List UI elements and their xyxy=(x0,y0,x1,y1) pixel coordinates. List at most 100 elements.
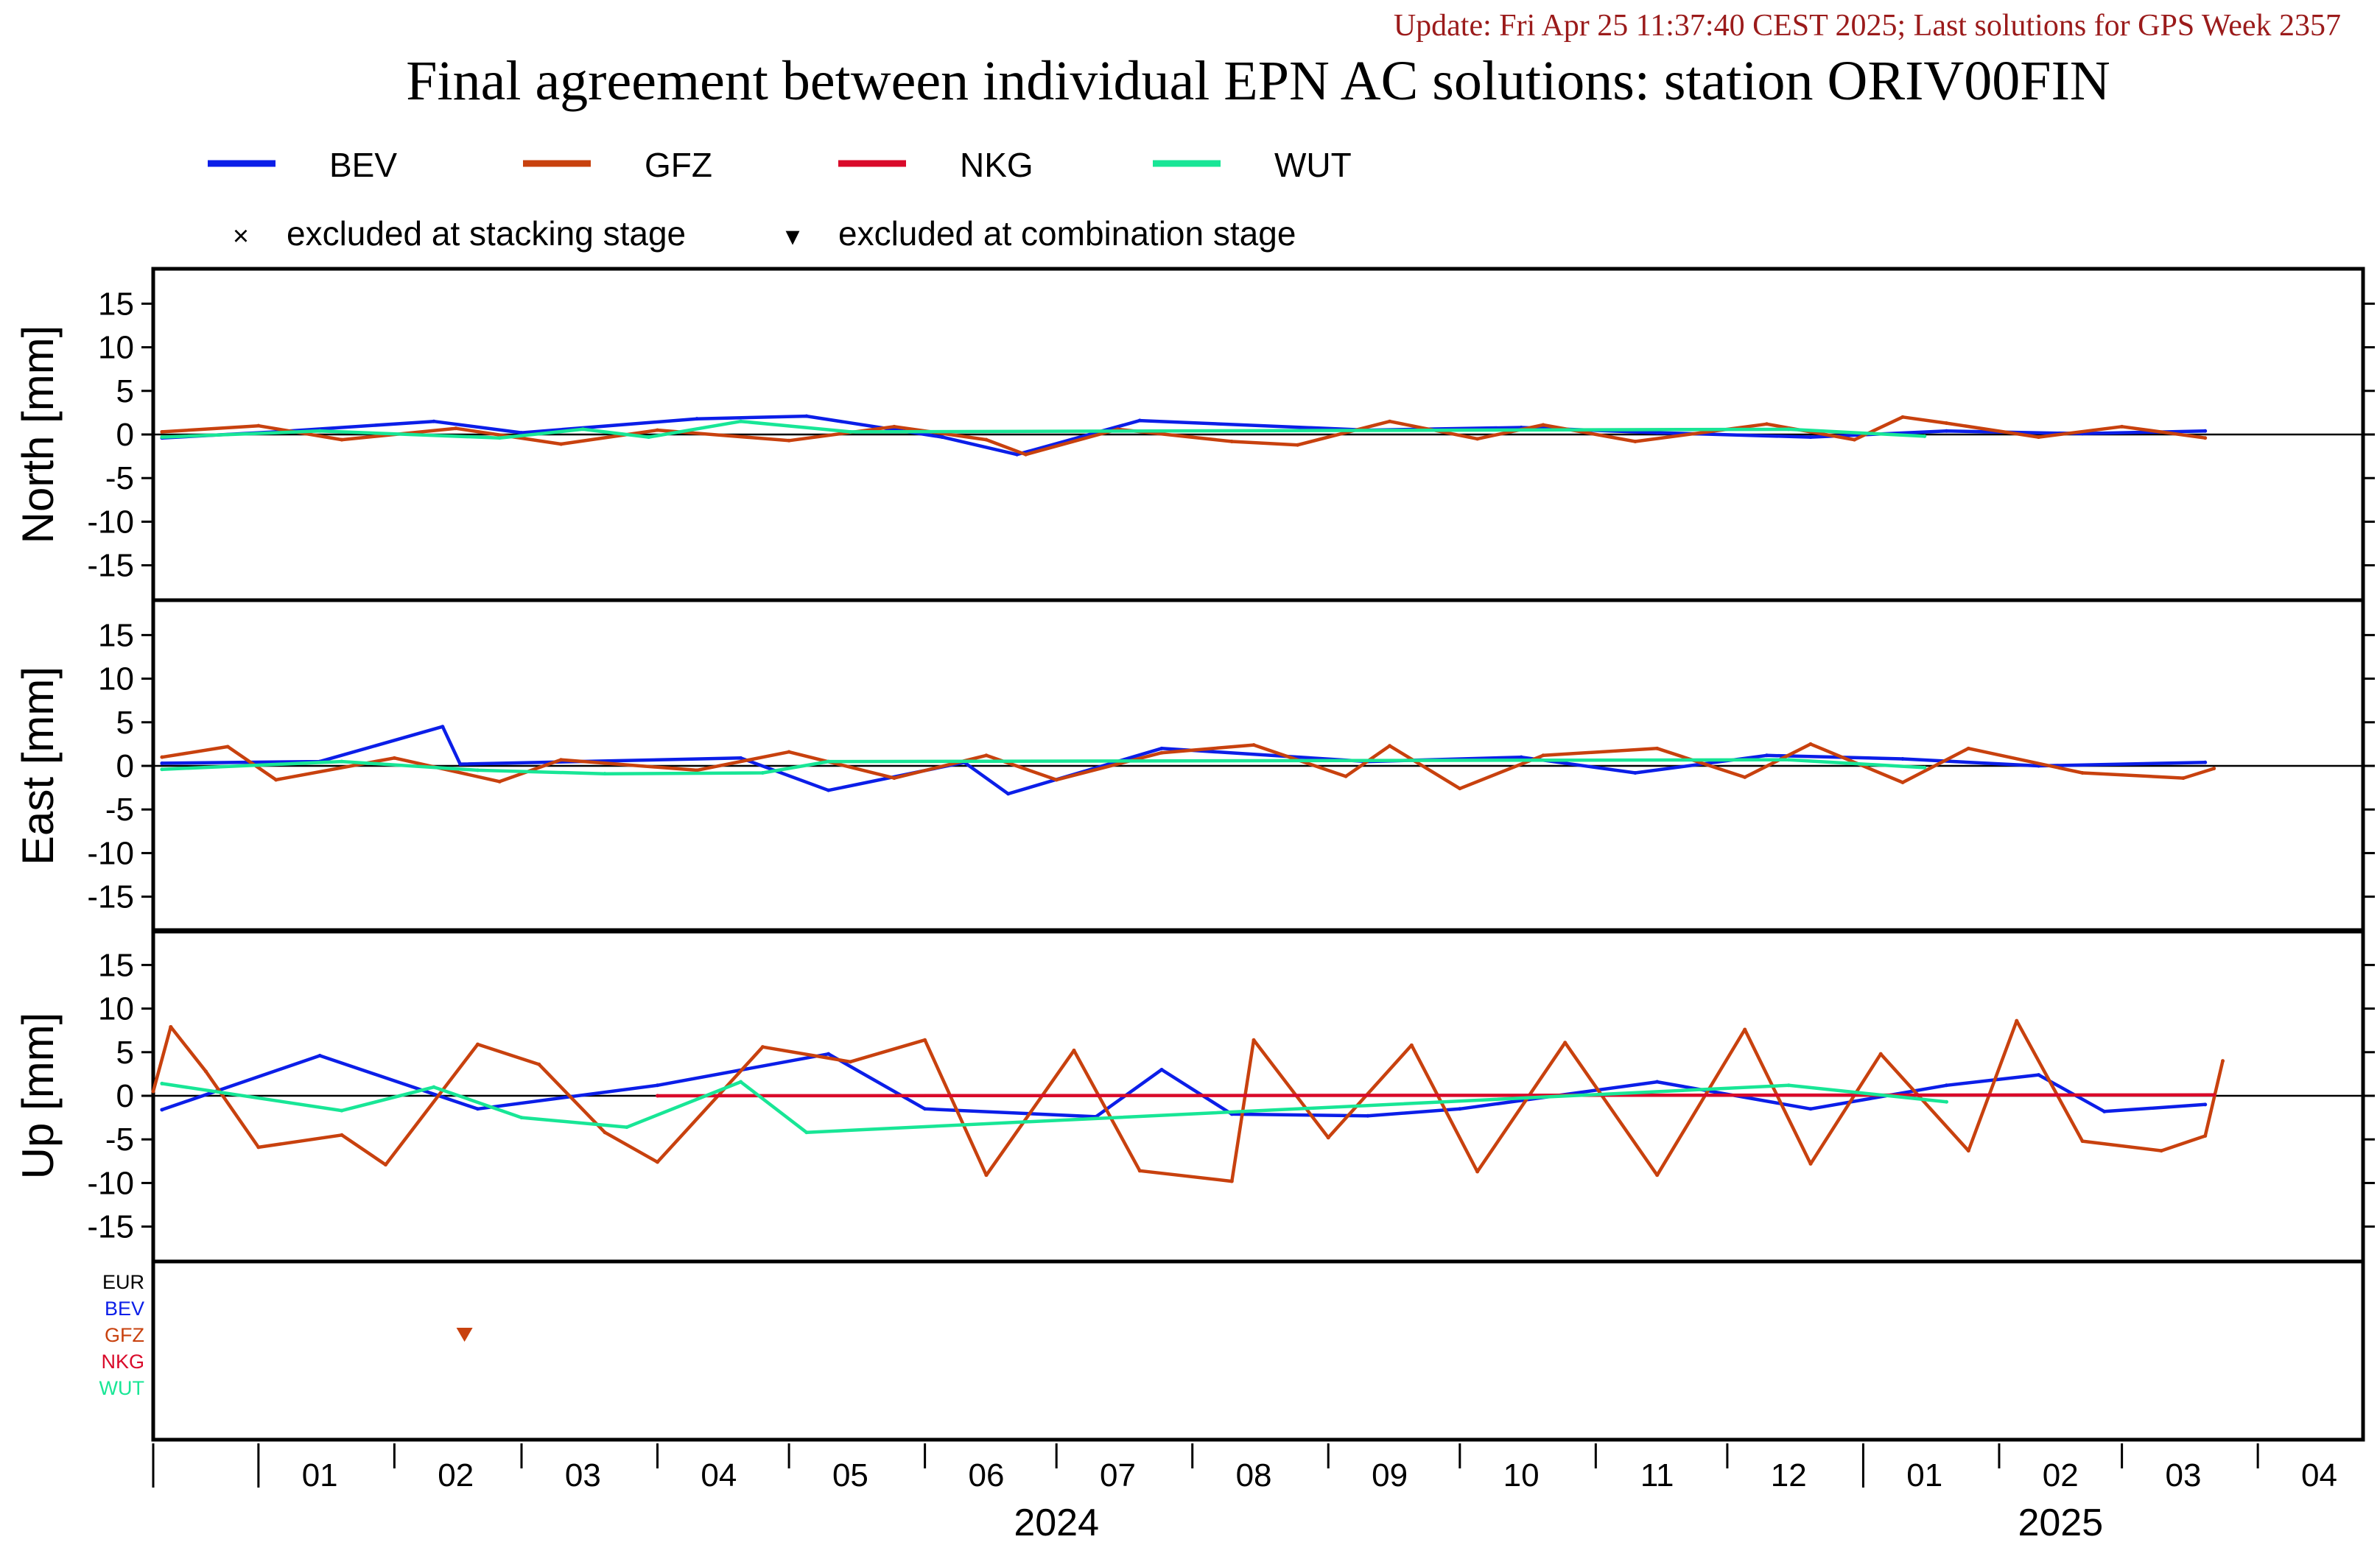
x-month-label: 01 xyxy=(1906,1457,1942,1493)
x-month-label: 11 xyxy=(1640,1457,1674,1493)
y-tick-label: -5 xyxy=(105,1122,134,1158)
point-gfz xyxy=(454,426,458,431)
point-bev xyxy=(2203,429,2208,433)
point-gfz xyxy=(1159,750,1164,755)
point-gfz xyxy=(1541,753,1545,758)
point-gfz xyxy=(2015,1018,2019,1023)
point-gfz xyxy=(2221,1059,2225,1063)
point-bev xyxy=(317,1054,322,1058)
y-tick-label: 10 xyxy=(98,661,134,697)
point-wut xyxy=(160,1081,164,1085)
point-wut xyxy=(580,427,585,432)
point-bev xyxy=(1655,1080,1660,1084)
point-gfz xyxy=(1229,439,1234,443)
y-tick-label: -15 xyxy=(87,879,134,915)
y-tick-label: -5 xyxy=(105,460,134,496)
point-wut xyxy=(603,772,607,776)
point-gfz xyxy=(1252,1038,1256,1042)
point-wut xyxy=(848,429,852,434)
point-bev xyxy=(940,435,944,440)
x-month-label: 12 xyxy=(1771,1457,1807,1493)
series-bev xyxy=(161,1052,2205,1119)
y-tick-label: 5 xyxy=(116,373,134,409)
point-gfz xyxy=(2212,767,2216,771)
point-gfz xyxy=(1072,1048,1076,1052)
point-gfz xyxy=(2203,1133,2208,1138)
point-gfz xyxy=(475,1042,480,1046)
chart-panels: 15 10 5 0 -5 -10 -15 North [mm] 15 10 5 0 -5 -10 -15 Ea… xyxy=(13,267,2375,1442)
x-month-label: 04 xyxy=(701,1457,737,1493)
point-bev xyxy=(1159,746,1164,750)
point-bev xyxy=(2203,760,2208,764)
point-nkg xyxy=(2212,1093,2216,1097)
point-gfz xyxy=(787,750,791,754)
point-gfz xyxy=(2120,424,2124,429)
point-bev xyxy=(739,756,743,760)
exclusion-row-eur: EUR xyxy=(102,1271,144,1293)
point-gfz xyxy=(1458,786,1462,791)
x-year-label: 2025 xyxy=(2018,1502,2103,1544)
point-wut xyxy=(497,436,502,440)
legend-label-nkg: NKG xyxy=(960,146,1033,184)
point-bev xyxy=(695,417,699,421)
combination-exclusion-marker xyxy=(456,1328,473,1342)
point-gfz xyxy=(1808,742,1813,746)
series-wut xyxy=(161,758,1925,775)
point-gfz xyxy=(340,437,344,442)
point-gfz xyxy=(984,1173,989,1178)
point-wut xyxy=(519,1116,524,1120)
point-gfz xyxy=(1945,421,1949,426)
point-bev xyxy=(1366,1113,1370,1118)
legend-marker-symbol-0: × xyxy=(233,221,249,252)
point-gfz xyxy=(256,423,261,428)
point-gfz xyxy=(1633,439,1637,443)
y-tick-label: -10 xyxy=(87,1165,134,1201)
point-gfz xyxy=(392,756,396,760)
point-wut xyxy=(1923,434,1927,438)
point-gfz xyxy=(225,745,230,749)
y-axis-label: East [mm] xyxy=(13,666,63,865)
point-gfz xyxy=(1655,746,1660,750)
y-tick-label: 15 xyxy=(98,617,134,653)
point-bev xyxy=(440,725,445,729)
point-bev xyxy=(1655,431,1660,435)
point-gfz xyxy=(1388,744,1392,748)
point-gfz xyxy=(656,1160,660,1164)
point-gfz xyxy=(2181,776,2186,781)
point-gfz xyxy=(160,429,164,434)
point-wut xyxy=(1945,1099,1949,1104)
point-gfz xyxy=(2037,435,2041,440)
point-bev xyxy=(475,1107,480,1111)
y-tick-label: -15 xyxy=(87,548,134,584)
point-wut xyxy=(760,770,765,775)
point-wut xyxy=(1923,765,1927,770)
update-timestamp: Update: Fri Apr 25 11:37:40 CEST 2025; L… xyxy=(1394,9,2341,43)
point-gfz xyxy=(1326,1136,1330,1140)
point-gfz xyxy=(984,753,989,758)
y-tick-label: 10 xyxy=(98,330,134,366)
point-gfz xyxy=(1966,1149,1970,1153)
y-tick-label: 15 xyxy=(98,286,134,322)
point-gfz xyxy=(1137,1169,1142,1173)
y-tick-label: -10 xyxy=(87,835,134,871)
x-month-label: 02 xyxy=(2043,1457,2079,1493)
point-wut xyxy=(739,1080,743,1084)
point-wut xyxy=(317,429,322,433)
point-gfz xyxy=(160,755,164,759)
x-month-label: 10 xyxy=(1503,1457,1540,1493)
exclusion-row-gfz: GFZ xyxy=(105,1324,144,1346)
point-wut xyxy=(160,767,164,772)
point-gfz xyxy=(559,442,564,446)
point-wut xyxy=(1786,427,1791,432)
y-axis-label: Up [mm] xyxy=(13,1013,63,1180)
point-wut xyxy=(1786,758,1791,762)
y-tick-label: 10 xyxy=(98,991,134,1027)
point-gfz xyxy=(1054,778,1059,782)
point-wut xyxy=(804,1130,809,1135)
point-bev xyxy=(2102,1109,2107,1113)
point-bev xyxy=(656,1083,660,1088)
point-bev xyxy=(2203,1102,2208,1107)
y-tick-label: 5 xyxy=(116,1035,134,1071)
point-gfz xyxy=(1764,422,1769,426)
